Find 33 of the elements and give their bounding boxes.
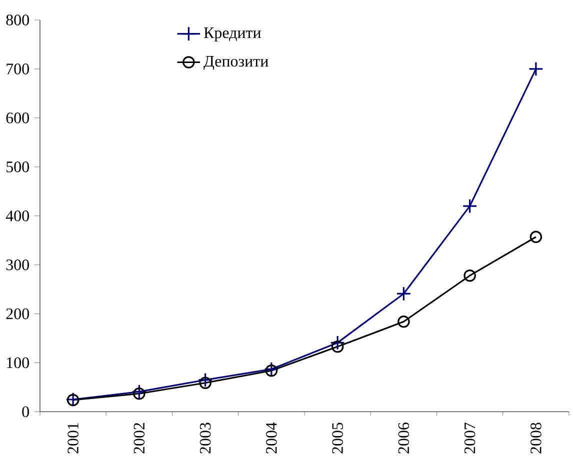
x-tick-label: 2004 (266, 422, 277, 454)
point (198, 372, 213, 388)
x-tick-label: 2002 (134, 423, 145, 454)
x-tick-label: 2001 (68, 423, 78, 454)
point (330, 335, 346, 350)
x-tick-label: 2006 (398, 422, 410, 454)
y-tick-label: 0 (22, 406, 29, 418)
y-tick-label: 400 (6, 210, 29, 222)
point (462, 198, 478, 214)
y-tick-label: 700 (6, 64, 29, 74)
x-tick-label: 2005 (332, 422, 343, 454)
y-tick-label: 200 (6, 308, 29, 320)
y-tick-label: 600 (6, 112, 29, 124)
point (396, 286, 412, 302)
x-tick-label: 2008 (530, 422, 542, 454)
point (132, 384, 147, 400)
point (528, 62, 544, 77)
legend-label: Кредити (204, 28, 261, 42)
point (530, 230, 542, 244)
point (133, 388, 146, 400)
y-tick-label: 800 (6, 14, 29, 26)
point (464, 270, 476, 282)
point (265, 364, 278, 377)
x-tick-label: 2003 (200, 422, 211, 454)
x-tick-label: 2007 (464, 422, 476, 454)
point (264, 362, 279, 377)
point (199, 376, 212, 390)
point (398, 316, 410, 328)
y-tick-label: 500 (6, 162, 29, 172)
y-tick-label: 100 (7, 358, 29, 368)
point (331, 340, 344, 353)
legend-label: Депозити (204, 56, 268, 70)
y-tick-label: 300 (6, 260, 29, 270)
